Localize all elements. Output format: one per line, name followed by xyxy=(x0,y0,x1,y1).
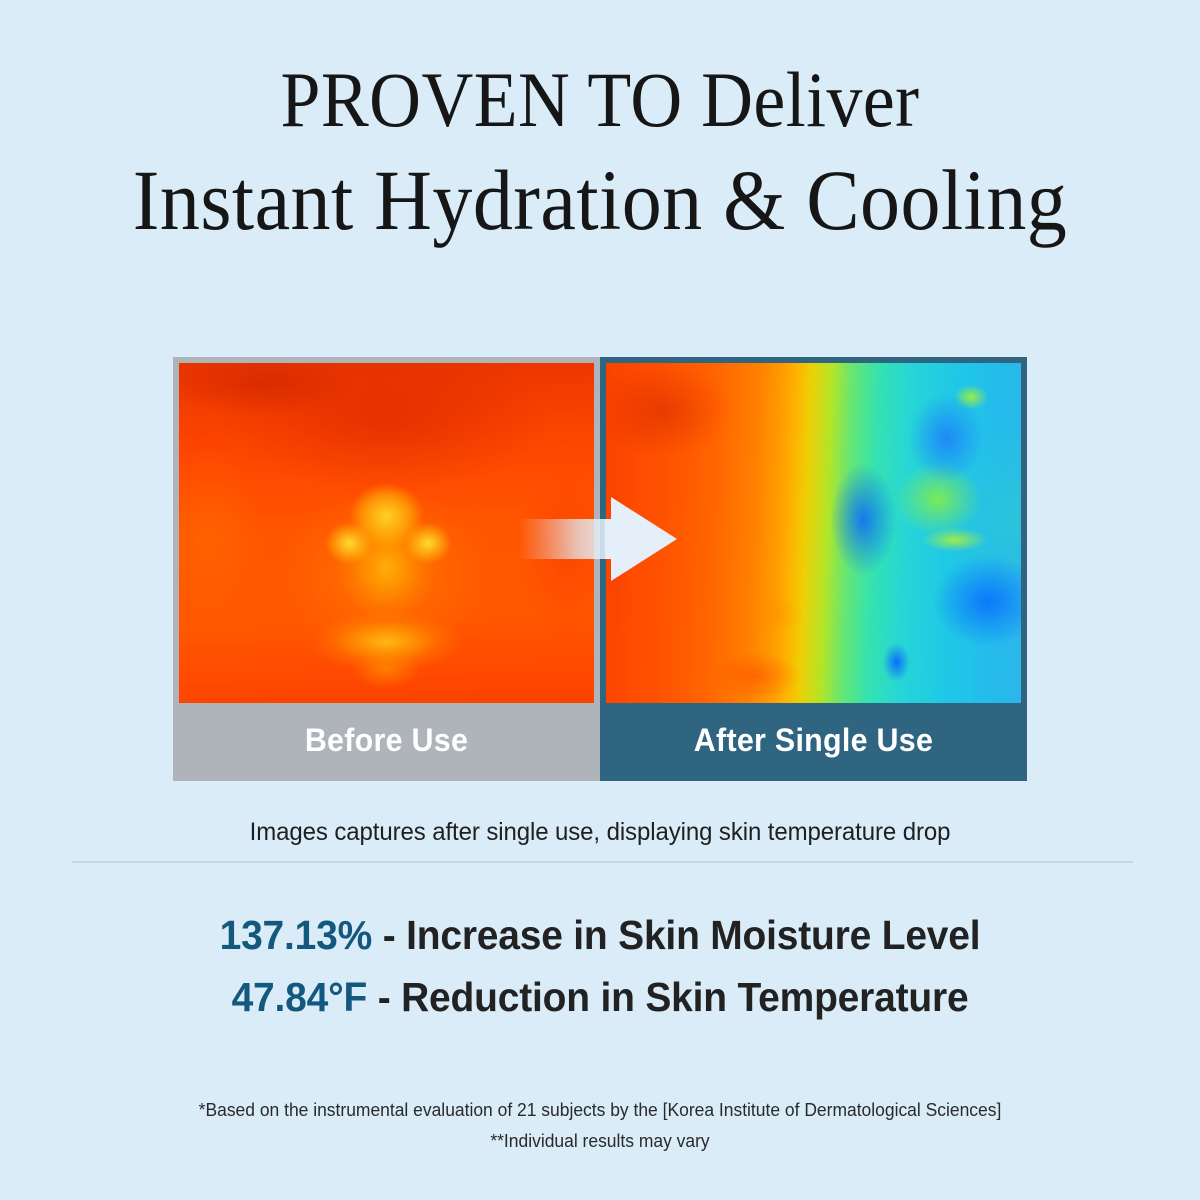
after-thermal-image xyxy=(606,363,1021,703)
footnotes-section: *Based on the instrumental evaluation of… xyxy=(18,1095,1182,1156)
before-panel: Before Use xyxy=(173,357,600,781)
after-panel: After Single Use xyxy=(600,357,1027,781)
footnote-study: *Based on the instrumental evaluation of… xyxy=(198,1100,1002,1120)
section-divider xyxy=(72,861,1133,863)
after-panel-label: After Single Use xyxy=(693,721,934,758)
stat-separator: - xyxy=(372,912,407,958)
stat-separator: - xyxy=(367,973,402,1020)
after-thermal-image-wrap xyxy=(606,363,1021,703)
stat-label-moisture: Increase in Skin Moisture Level xyxy=(406,912,981,958)
statistics-section: 137.13% - Increase in Skin Moisture Leve… xyxy=(0,905,1200,1028)
footnote-disclaimer: **Individual results may vary xyxy=(490,1130,710,1151)
stat-value-temperature: 47.84°F xyxy=(231,973,368,1020)
before-thermal-image xyxy=(179,363,594,703)
comparison-caption: Images captures after single use, displa… xyxy=(249,818,951,846)
before-after-comparison: Before Use After Single Use xyxy=(173,357,1028,781)
stat-value-moisture: 137.13% xyxy=(219,912,373,958)
headline-line-1: PROVEN TO Deliver xyxy=(280,56,920,143)
stat-row: 47.84°F - Reduction in Skin Temperature xyxy=(30,967,1170,1029)
headline-line-2: Instant Hydration & Cooling xyxy=(132,151,1068,248)
page-title: PROVEN TO Deliver Instant Hydration & Co… xyxy=(0,56,1200,249)
before-panel-label: Before Use xyxy=(304,721,469,758)
stat-row: 137.13% - Increase in Skin Moisture Leve… xyxy=(30,905,1170,967)
stat-label-temperature: Reduction in Skin Temperature xyxy=(401,973,969,1020)
before-thermal-image-wrap xyxy=(179,363,594,703)
